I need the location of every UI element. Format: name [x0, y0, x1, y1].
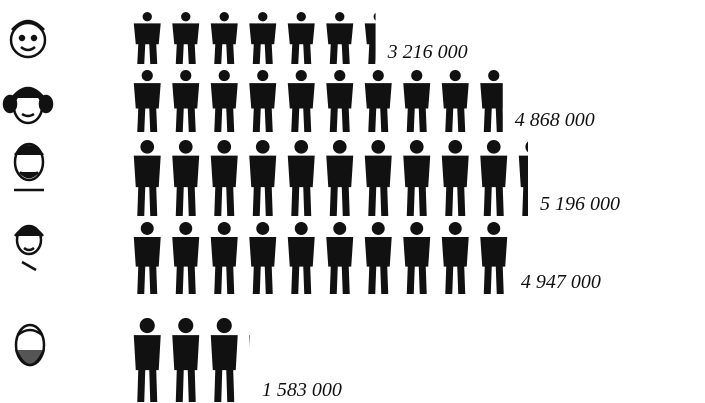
pictogram-row	[133, 221, 508, 294]
person-icon	[441, 139, 469, 216]
person-icon	[364, 12, 376, 64]
person-icon	[518, 141, 528, 216]
person-icon	[249, 222, 277, 294]
person-icon	[249, 11, 277, 64]
person-icon	[403, 70, 431, 132]
person-icon	[403, 139, 431, 216]
person-icon	[133, 222, 161, 294]
person-icon	[287, 139, 315, 216]
person-icon	[403, 222, 431, 294]
face-girl	[2, 86, 54, 125]
pictogram-row	[133, 70, 503, 132]
person-icon	[210, 318, 238, 402]
person-icon	[441, 222, 469, 294]
person-icon	[287, 221, 315, 294]
person-icon	[287, 12, 315, 64]
person-icon	[133, 139, 161, 216]
person-icon	[326, 70, 354, 132]
person-icon	[172, 70, 200, 132]
person-icon	[172, 318, 200, 402]
person-icon	[133, 317, 161, 402]
person-icon	[326, 12, 354, 64]
person-icon	[210, 12, 238, 64]
person-icon	[480, 222, 508, 294]
person-icon	[364, 139, 392, 216]
person-icon	[172, 12, 200, 64]
face-woman	[14, 224, 44, 272]
face-boy	[9, 19, 47, 59]
value-label: 4 868 000	[515, 109, 595, 131]
person-icon	[326, 222, 354, 294]
pictogram-row	[133, 317, 250, 402]
person-icon	[249, 139, 277, 216]
person-icon	[172, 222, 200, 294]
person-icon	[172, 139, 200, 216]
person-icon	[210, 70, 238, 132]
person-icon	[133, 12, 161, 64]
person-icon	[133, 70, 161, 132]
face-man	[13, 142, 45, 192]
pictogram-row	[133, 11, 376, 64]
value-label: 5 196 000	[540, 193, 620, 215]
value-label: 3 216 000	[387, 41, 468, 63]
person-icon	[210, 139, 238, 216]
person-icon	[364, 70, 392, 132]
person-icon	[441, 70, 469, 132]
person-icon	[210, 222, 238, 294]
person-icon	[287, 70, 315, 132]
person-icon	[364, 222, 392, 294]
person-icon	[249, 335, 250, 346]
person-icon	[326, 139, 354, 216]
person-icon	[480, 139, 508, 216]
person-icon	[249, 70, 277, 132]
person-icon	[480, 70, 503, 132]
value-label: 4 947 000	[521, 271, 601, 293]
face-old-man	[14, 323, 46, 367]
pictogram-row	[133, 139, 528, 216]
value-label: 1 583 000	[262, 379, 342, 401]
